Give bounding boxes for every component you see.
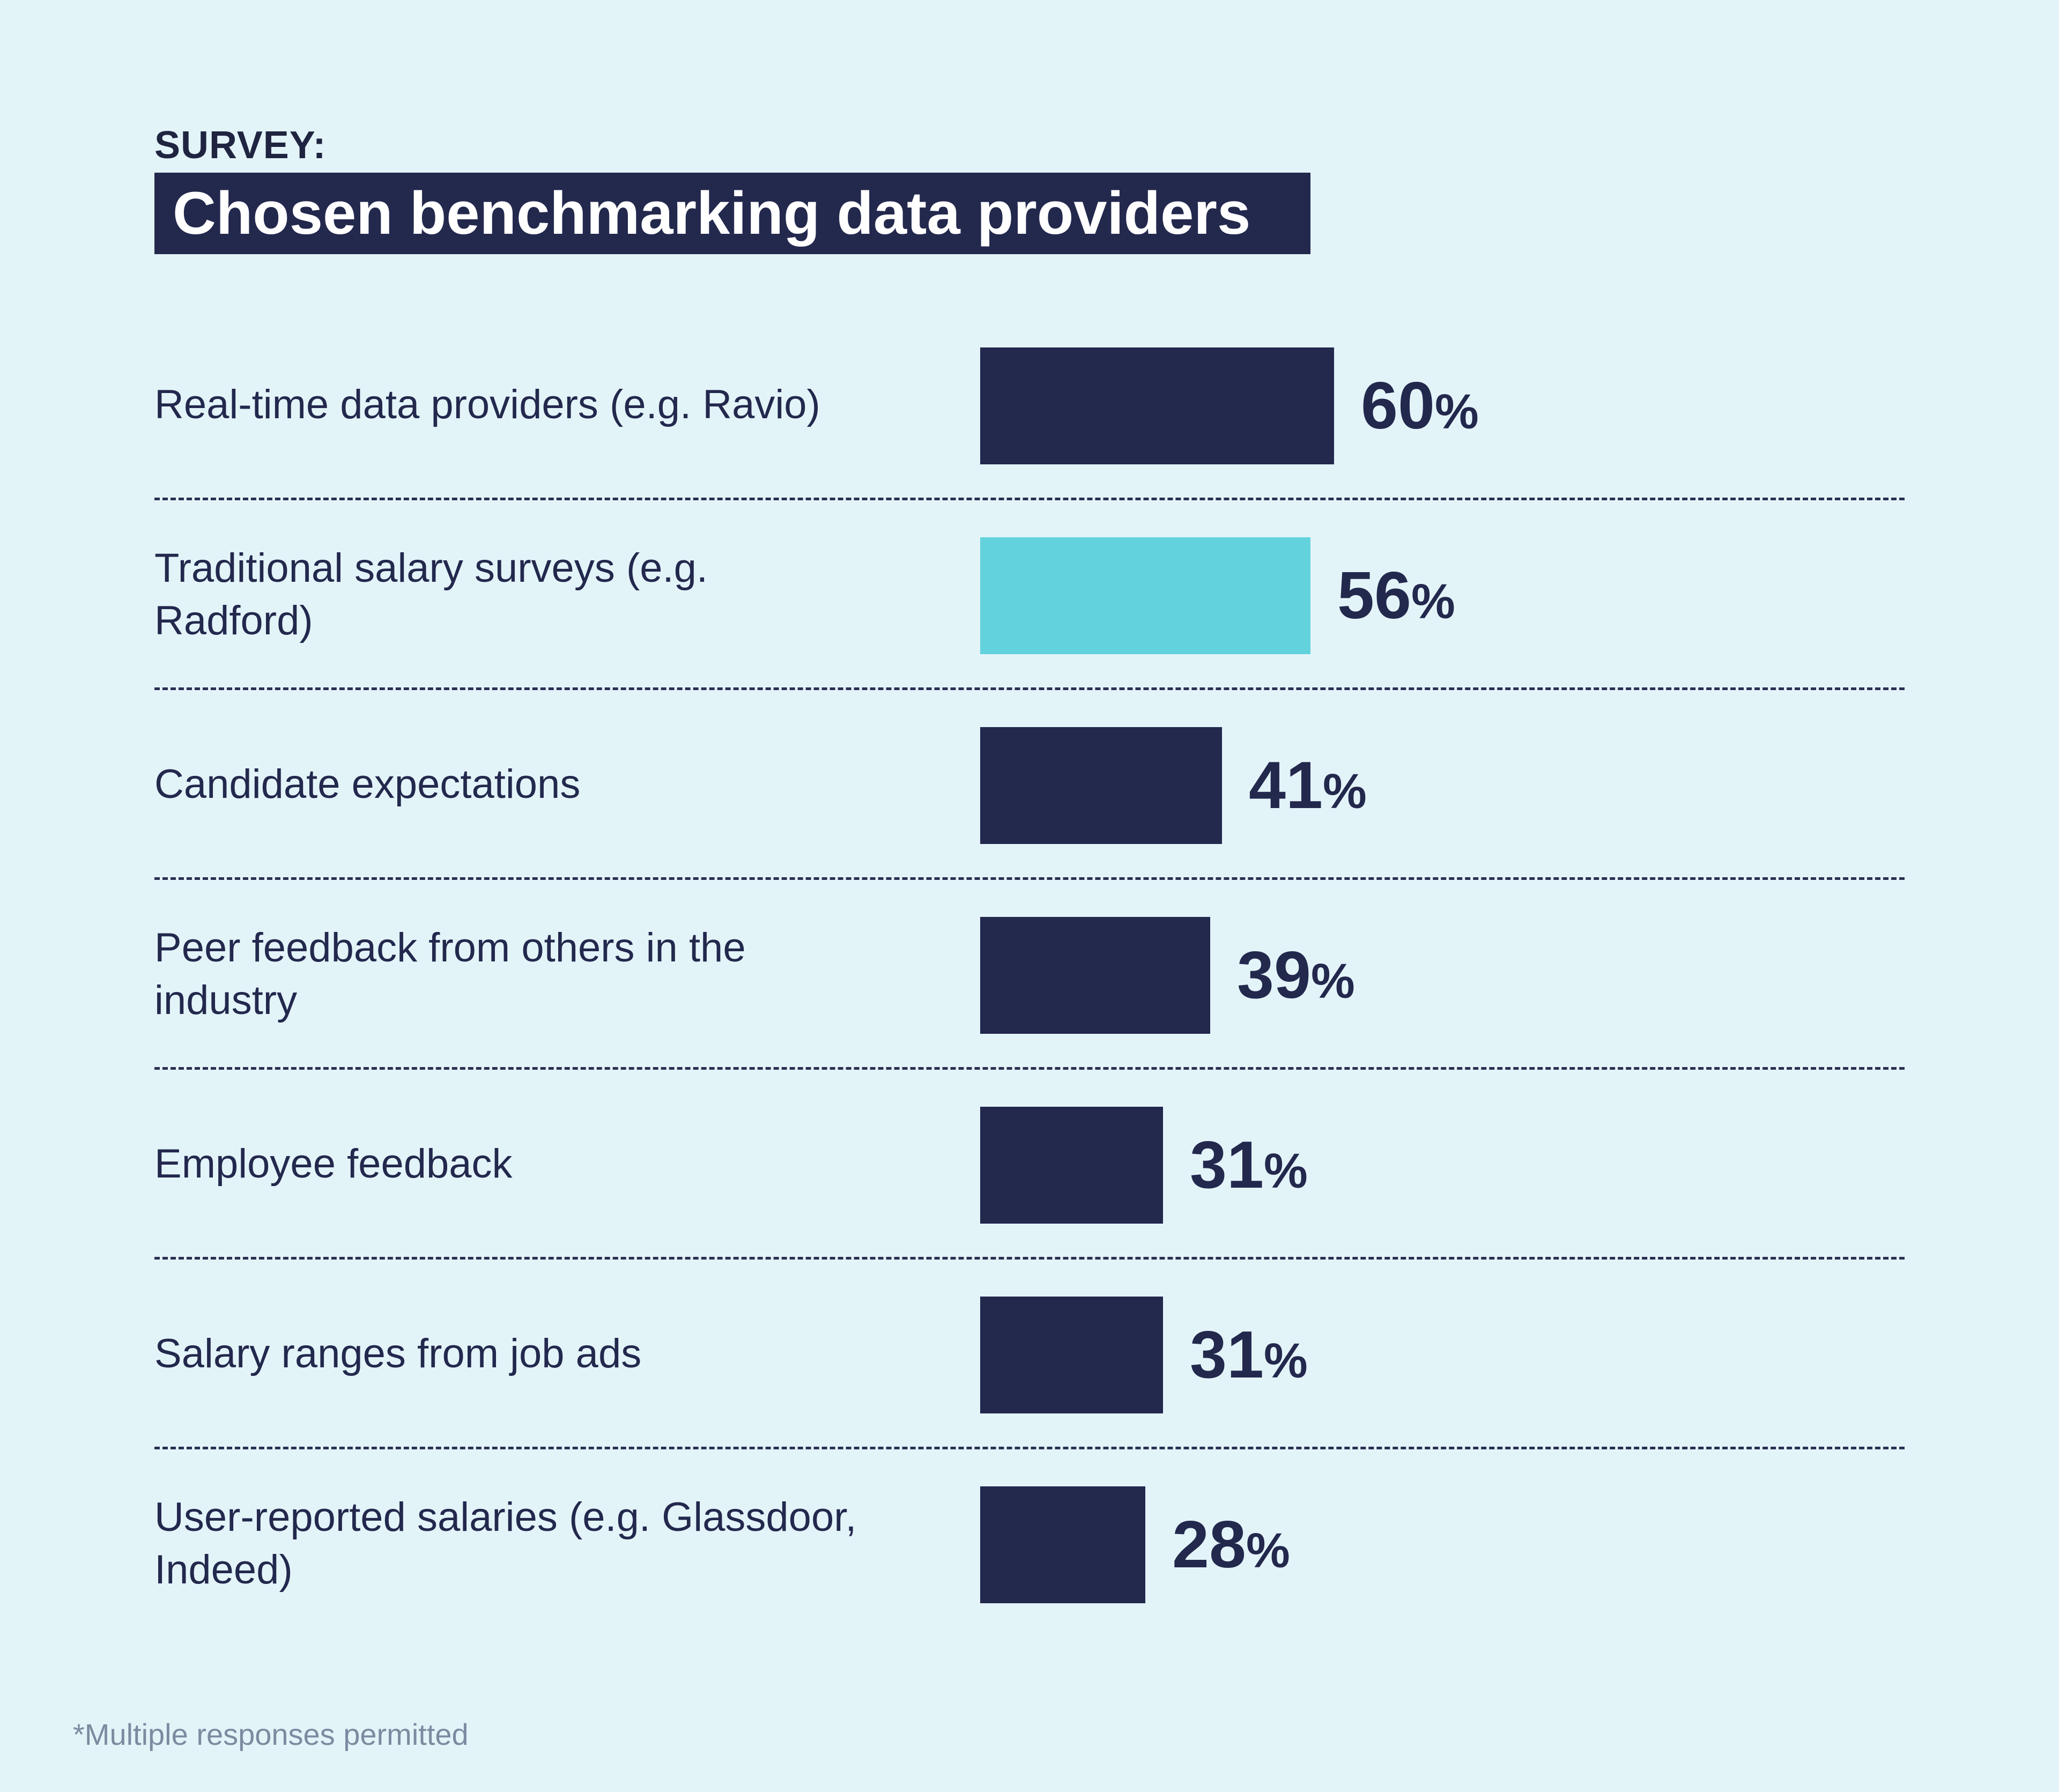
data-label-number: 31 (1190, 1128, 1264, 1202)
footnote: *Multiple responses permitted (73, 1717, 469, 1751)
data-label: 56% (1337, 537, 1455, 654)
category-label: Traditional salary surveys (e.g. Radford) (154, 545, 708, 643)
data-label-suffix: % (1434, 384, 1479, 439)
data-label: 60% (1361, 347, 1479, 464)
data-label-number: 41 (1249, 749, 1323, 823)
bar-row: Candidate expectations 41% (154, 690, 1905, 879)
bar (980, 347, 1334, 464)
data-label: 41% (1249, 727, 1367, 844)
bar-row: Peer feedback from others in the industry… (154, 879, 1905, 1069)
category-label: Salary ranges from job ads (154, 1331, 642, 1376)
data-label: 31% (1190, 1107, 1308, 1224)
data-label-suffix: % (1263, 1334, 1308, 1388)
row-divider (154, 1067, 1905, 1070)
bar (980, 727, 1222, 844)
chart-kicker: SURVEY: (154, 124, 327, 167)
row-divider (154, 877, 1905, 880)
data-label-number: 56 (1337, 559, 1411, 633)
bar (980, 1486, 1145, 1603)
row-divider (154, 1447, 1905, 1449)
data-label-suffix: % (1263, 1144, 1308, 1198)
category-label: Employee feedback (154, 1141, 513, 1187)
bar-row: Traditional salary surveys (e.g. Radford)… (154, 500, 1905, 690)
row-divider (154, 498, 1905, 500)
bar (980, 1107, 1163, 1224)
data-label-suffix: % (1310, 954, 1355, 1009)
data-label-suffix: % (1322, 764, 1367, 819)
data-label-suffix: % (1411, 574, 1455, 629)
bar (980, 1297, 1163, 1413)
data-label-number: 28 (1172, 1508, 1246, 1582)
chart-title-box: Chosen benchmarking data providers (154, 173, 1310, 254)
bar-row: Salary ranges from job ads 31% (154, 1259, 1905, 1449)
category-label: Peer feedback from others in the industry (154, 925, 746, 1023)
row-divider (154, 1257, 1905, 1260)
category-label: Candidate expectations (154, 761, 581, 807)
data-label: 39% (1237, 917, 1355, 1034)
data-label: 31% (1190, 1297, 1308, 1413)
bar (980, 537, 1310, 654)
row-divider (154, 687, 1905, 690)
bar-row: User-reported salaries (e.g. Glassdoor, I… (154, 1449, 1905, 1639)
bar-row: Real-time data providers (e.g. Ravio) 60% (154, 310, 1905, 500)
data-label-number: 39 (1237, 938, 1311, 1012)
data-label-number: 31 (1190, 1318, 1264, 1392)
chart-title: Chosen benchmarking data providers (173, 180, 1251, 247)
category-label: User-reported salaries (e.g. Glassdoor, I… (154, 1494, 857, 1593)
bar-row: Employee feedback 31% (154, 1069, 1905, 1259)
data-label-number: 60 (1361, 369, 1435, 443)
data-label-suffix: % (1246, 1523, 1290, 1578)
category-label: Real-time data providers (e.g. Ravio) (154, 382, 820, 427)
bar (980, 917, 1210, 1034)
data-label: 28% (1172, 1486, 1290, 1603)
